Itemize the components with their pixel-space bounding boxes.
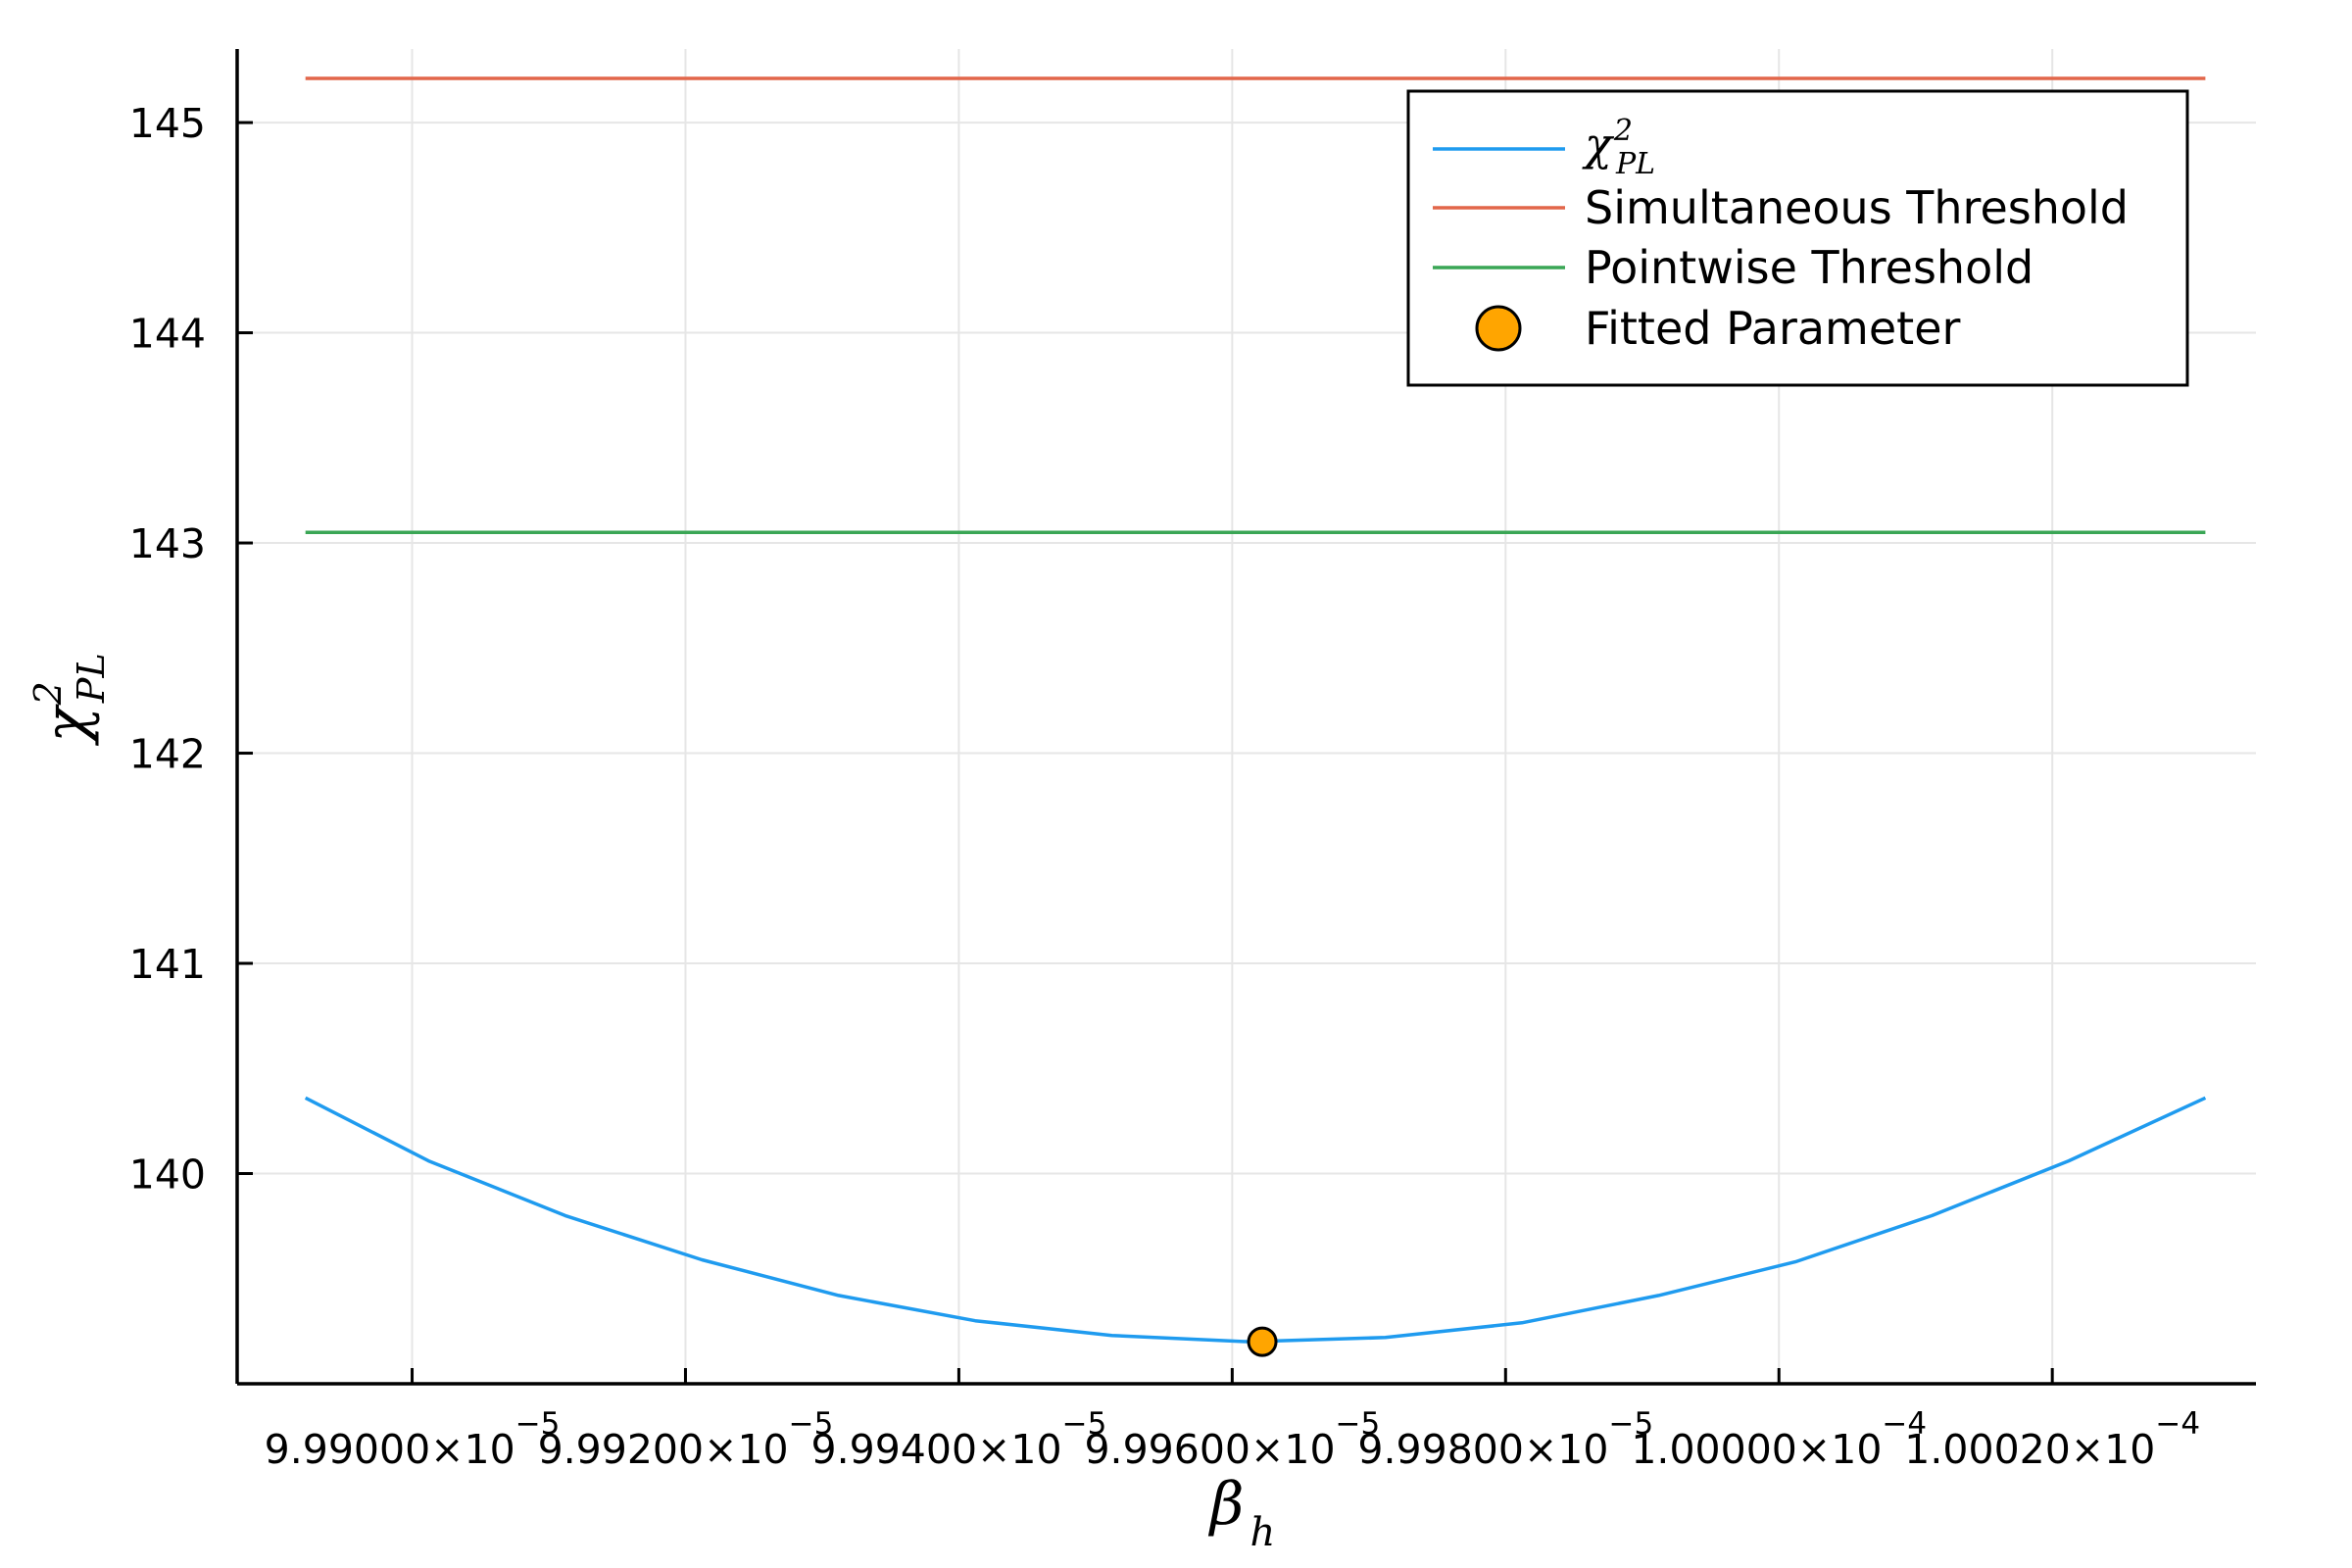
y-axis-label-superscript: 2: [26, 681, 70, 706]
x-tick-label: 9.99600×10−5: [1084, 1406, 1380, 1473]
x-tick-label: 9.99400×10−5: [811, 1406, 1107, 1473]
y-axis-label-main: χ: [32, 704, 101, 747]
x-tick-exponent: −5: [1336, 1406, 1381, 1442]
x-tick-label: 9.99000×10−5: [265, 1406, 561, 1473]
x-tick-mantissa: 9.99200×10: [538, 1426, 789, 1473]
legend-fitted-marker: [1475, 305, 1522, 352]
legend-pointwise-label: Pointwise Threshold: [1585, 241, 2034, 294]
x-tick-exponent: −4: [2155, 1406, 2200, 1442]
y-tick-label: 145: [129, 100, 206, 147]
x-tick-label: 1.00000×10−4: [1631, 1406, 1927, 1473]
x-tick-exponent: −5: [1608, 1406, 1653, 1442]
x-tick-exponent: −5: [515, 1406, 561, 1442]
x-tick-mantissa: 9.99800×10: [1357, 1426, 1608, 1473]
x-tick-exponent: −4: [1882, 1406, 1927, 1442]
axes: [235, 49, 2256, 1386]
x-tick-exponent: −5: [1062, 1406, 1107, 1442]
y-axis-label: χ2PL: [26, 653, 113, 746]
x-tick-mantissa: 1.00020×10: [1904, 1426, 2155, 1473]
x-tick-mantissa: 9.99600×10: [1084, 1426, 1335, 1473]
legend-fitted-label: Fitted Parameter: [1585, 302, 1960, 355]
x-axis-label-subscript: h: [1250, 1510, 1275, 1555]
y-axis-label-subscript: PL: [70, 653, 113, 704]
x-tick-label: 9.99800×10−5: [1357, 1406, 1653, 1473]
y-tick-label: 141: [129, 941, 206, 988]
legend: χ2 PL Simultaneous Threshold Pointwise Th…: [1406, 89, 2189, 387]
x-tick-mantissa: 9.99400×10: [811, 1426, 1062, 1473]
y-tick-label: 140: [129, 1152, 206, 1199]
y-tick-label: 143: [129, 520, 206, 567]
y-tick-label: 144: [129, 311, 206, 358]
x-tick-exponent: −5: [789, 1406, 834, 1442]
x-tick-mantissa: 9.99000×10: [265, 1426, 515, 1473]
fitted-parameter-marker: [1247, 1326, 1278, 1357]
grid-lines: [237, 49, 2256, 1384]
legend-chi2-label: χ2 PL: [1582, 114, 1655, 181]
x-axis-label-main: β: [1208, 1470, 1245, 1539]
legend-box: [1406, 89, 2189, 387]
x-tick-label: 1.00020×10−4: [1904, 1406, 2200, 1473]
y-tick-label: 142: [129, 731, 206, 778]
x-tick-mantissa: 1.00000×10: [1631, 1426, 1882, 1473]
x-tick-label: 9.99200×10−5: [538, 1406, 834, 1473]
x-tick-labels: 9.99000×10−59.99200×10−59.99400×10−59.99…: [265, 1406, 2200, 1473]
legend-simultaneous-label: Simultaneous Threshold: [1585, 181, 2129, 234]
plot-series: [304, 76, 2207, 1357]
y-tick-labels: 140 141 142 143 144 145: [129, 100, 206, 1198]
